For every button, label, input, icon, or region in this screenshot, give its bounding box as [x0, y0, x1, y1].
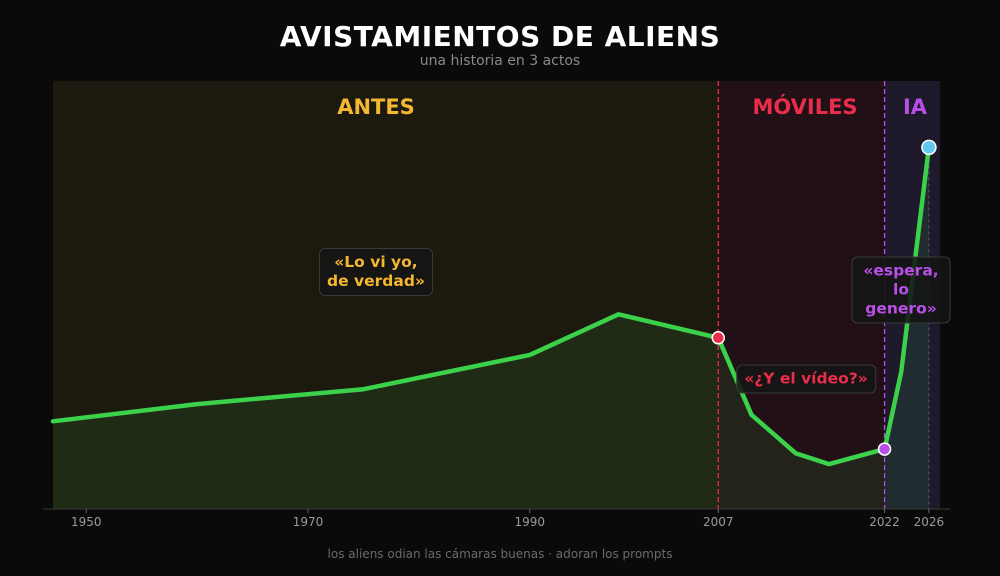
chart-subtitle: una historia en 3 actos: [419, 53, 581, 69]
annotation-lo-vi-yo: «Lo vi yo, de verdad»: [319, 248, 433, 296]
era-label-antes: ANTES: [337, 95, 415, 119]
x-tick-label-2022: 2022: [869, 515, 900, 529]
chart-title: AVISTAMIENTOS DE ALIENS: [279, 20, 721, 53]
x-tick-label-1970: 1970: [293, 515, 324, 529]
era-label-ia: IA: [902, 95, 928, 119]
annotation-y-el-video: «¿Y el vídeo?»: [736, 364, 876, 394]
data-point-2026: [921, 139, 937, 156]
data-point-2007: [711, 331, 725, 345]
x-tick-label-1990: 1990: [514, 515, 545, 529]
data-point-2022: [877, 442, 892, 456]
x-tick-label-2026: 2026: [914, 515, 945, 529]
x-tick-label-2007: 2007: [703, 515, 734, 529]
annotation-espera-lo-genero: «espera, lo genero»: [851, 256, 951, 324]
x-tick-label-1950: 1950: [71, 515, 102, 529]
series-area: [53, 147, 929, 510]
era-label-moviles: MÓVILES: [752, 95, 858, 119]
chart-footer: los aliens odian las cámaras buenas · ad…: [327, 547, 673, 561]
series-line: [50, 145, 932, 467]
